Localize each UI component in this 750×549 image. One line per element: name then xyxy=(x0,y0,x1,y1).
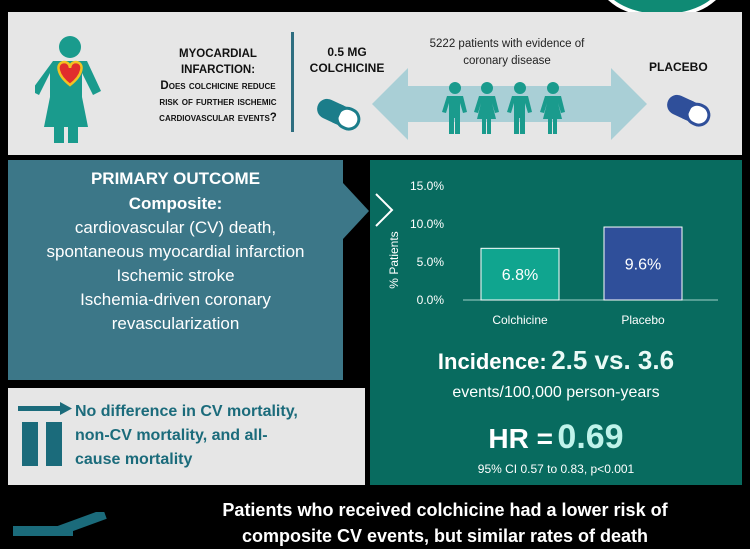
primary-outcome-subheading: Composite: xyxy=(128,194,223,213)
x-tick-label: Colchicine xyxy=(492,313,548,327)
header-divider xyxy=(291,32,294,132)
x-tick-label: Placebo xyxy=(621,313,665,327)
mortality-box xyxy=(8,388,365,485)
outcome-bar-chart: % Patients 0.0% 5.0% 10.0% 15.0% 6.8% 9.6% C… xyxy=(387,179,718,327)
incidence-result: Incidence: 2.5 vs. 3.6 xyxy=(370,345,742,376)
treatment-label: 0.5 MG COLCHICINE xyxy=(303,44,391,76)
patients-group-icon xyxy=(442,82,565,134)
study-question: MYOCARDIAL INFARCTION: Does colchicine r… xyxy=(148,46,288,126)
question-title-2: INFARCTION: xyxy=(180,64,256,76)
outcome-item-3: Ischemic stroke xyxy=(116,266,235,285)
bar-value-label: 9.6% xyxy=(625,257,661,274)
hazard-ratio: HR = 0.69 xyxy=(370,418,742,457)
primary-outcome-heading: PRIMARY OUTCOME xyxy=(90,169,261,188)
question-line-5: cardiovascular events? xyxy=(159,112,277,124)
question-line-3: Does colchicine reduce xyxy=(160,80,276,92)
population-line-1: 5222 patients with evidence of xyxy=(429,38,585,50)
treatment-drug: COLCHICINE xyxy=(309,61,385,75)
primary-outcome: PRIMARY OUTCOME Composite: cardiovascula… xyxy=(8,168,343,336)
checkmark-icon xyxy=(13,512,107,536)
chevron-right-icon xyxy=(375,193,394,227)
y-tick-label: 15.0% xyxy=(410,179,444,193)
results-panel xyxy=(370,160,742,485)
patient-heart-icon xyxy=(35,36,101,143)
population-line-2: coronary disease xyxy=(463,55,551,67)
confidence-interval: 95% CI 0.57 to 0.83, p<0.001 xyxy=(477,462,635,476)
question-line-4: risk of further ischemic xyxy=(159,96,277,108)
y-tick-label: 5.0% xyxy=(417,255,445,269)
question-title-1: MYOCARDIAL xyxy=(179,48,257,60)
mortality-line-2: non-CV mortality, and all- xyxy=(75,427,268,444)
conclusion-text: Patients who received colchicine had a l… xyxy=(140,497,750,549)
y-axis-label: % Patients xyxy=(387,231,401,288)
hr-value: 0.69 xyxy=(557,418,624,456)
events-unit: events/100,000 person-years xyxy=(452,384,660,401)
hr-label: HR = xyxy=(488,423,553,454)
placebo-label: PLACEBO xyxy=(649,60,708,74)
top-strip xyxy=(0,0,750,10)
bar-value-label: 6.8% xyxy=(502,267,538,284)
incidence-label: Incidence: xyxy=(437,349,547,374)
y-tick-label: 0.0% xyxy=(417,293,445,307)
y-tick-label: 10.0% xyxy=(410,217,444,231)
mortality-line-3: cause mortality xyxy=(75,451,193,468)
conclusion-bar xyxy=(0,490,750,536)
outcome-item-2: spontaneous myocardial infarction xyxy=(46,242,305,261)
outcome-item-4: Ischemia-driven coronary xyxy=(80,290,271,309)
bar-placebo xyxy=(603,226,683,301)
conclusion-line-1: Patients who received colchicine had a l… xyxy=(222,500,668,520)
equal-arrow-icon xyxy=(18,402,72,466)
bar-colchicine xyxy=(480,247,560,301)
incidence-value: 2.5 vs. 3.6 xyxy=(551,345,675,375)
treatment-dose: 0.5 MG xyxy=(327,45,367,59)
colchicine-pill-icon xyxy=(317,98,361,131)
outcome-item-5: revascularization xyxy=(111,314,240,333)
population-text: 5222 patients with evidence of coronary … xyxy=(397,36,617,70)
mortality-statement: No difference in CV mortality, non-CV mo… xyxy=(75,400,365,472)
placebo-pill-icon xyxy=(667,94,711,127)
outcome-arrow-icon xyxy=(343,183,369,239)
mortality-line-1: No difference in CV mortality, xyxy=(75,403,298,420)
primary-outcome-box xyxy=(8,160,343,380)
conclusion-line-2: composite CV events, but similar rates o… xyxy=(241,526,649,546)
outcome-item-1: cardiovascular (CV) death, xyxy=(74,218,277,237)
